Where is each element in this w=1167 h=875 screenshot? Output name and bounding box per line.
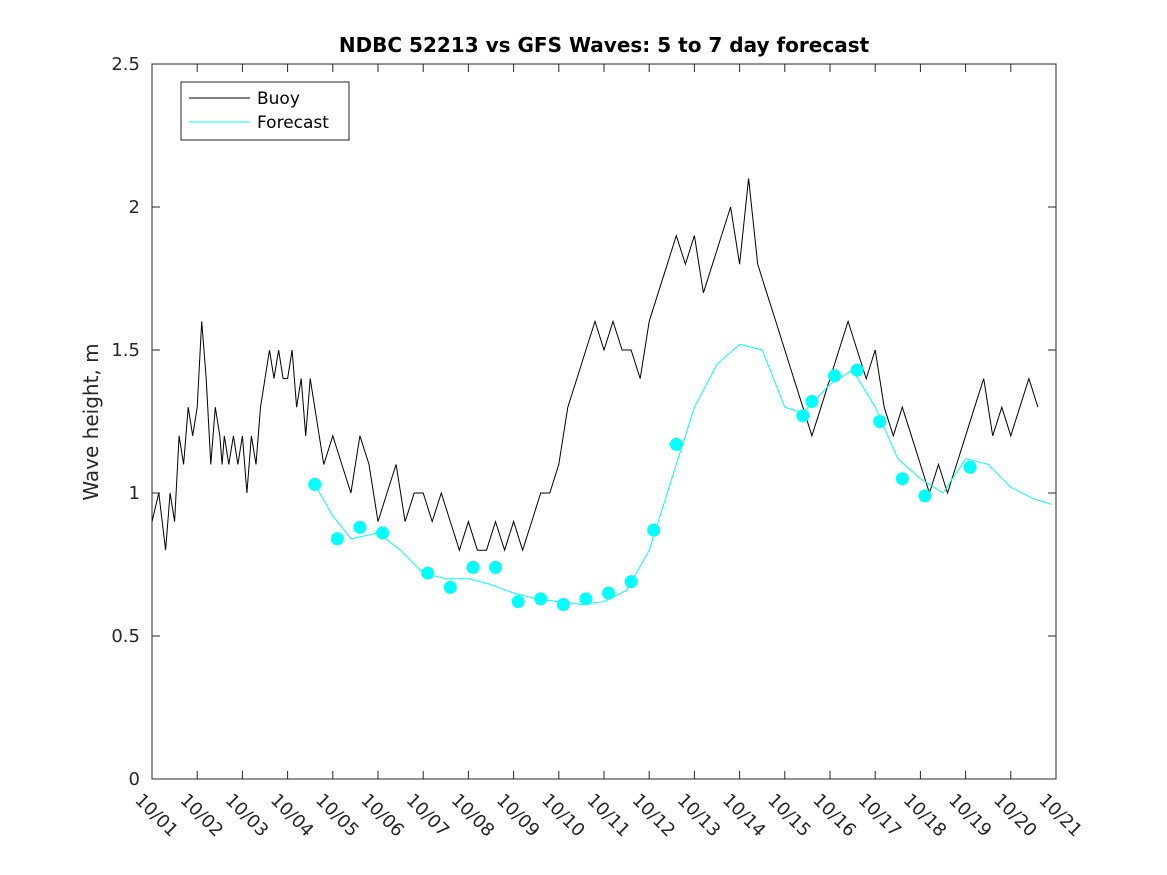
forecast-marker (511, 595, 525, 609)
forecast-marker (534, 592, 548, 606)
plot-area (151, 178, 1052, 612)
forecast-marker (579, 592, 593, 606)
y-tick-label: 2 (129, 197, 140, 218)
x-tick-label: 10/06 (356, 790, 408, 842)
x-tick-label: 10/02 (176, 790, 228, 842)
y-tick-label: 1 (129, 483, 140, 504)
forecast-marker (647, 523, 661, 537)
forecast-marker (330, 532, 344, 546)
forecast-markers (308, 363, 977, 612)
forecast-marker (963, 460, 977, 474)
forecast-marker (895, 472, 909, 486)
x-tick-label: 10/01 (130, 790, 182, 842)
x-tick-label: 10/07 (402, 790, 454, 842)
forecast-marker (828, 369, 842, 383)
y-tick-label: 0.5 (111, 626, 140, 647)
x-tick-label: 10/11 (582, 790, 634, 842)
x-tick-label: 10/17 (854, 790, 906, 842)
x-tick-label: 10/12 (628, 790, 680, 842)
forecast-marker (796, 409, 810, 423)
forecast-marker (805, 394, 819, 408)
x-tick-label: 10/04 (266, 790, 318, 842)
buoy-series-line (151, 178, 1039, 552)
x-tick-label: 10/08 (447, 790, 499, 842)
forecast-marker (466, 560, 480, 574)
forecast-marker (918, 489, 932, 503)
x-tick-label: 10/18 (899, 790, 951, 842)
x-tick-label: 10/09 (492, 790, 544, 842)
forecast-marker (669, 437, 683, 451)
y-axis-ticks: 0 0.5 1 1.5 2 2.5 (111, 54, 1056, 790)
x-tick-label: 10/20 (989, 790, 1041, 842)
forecast-marker (443, 580, 457, 594)
x-tick-label: 10/10 (537, 790, 589, 842)
y-tick-label: 0 (129, 769, 140, 790)
forecast-marker (421, 566, 435, 580)
x-tick-label: 10/03 (221, 790, 273, 842)
forecast-marker (602, 586, 616, 600)
x-tick-label: 10/16 (808, 790, 860, 842)
legend-forecast-label: Forecast (257, 113, 329, 133)
x-tick-label: 10/14 (718, 790, 770, 842)
forecast-marker (556, 598, 570, 612)
x-tick-label: 10/15 (763, 790, 815, 842)
forecast-marker (850, 363, 864, 377)
forecast-series-line (314, 343, 1052, 606)
forecast-marker (489, 560, 503, 574)
y-tick-label: 1.5 (111, 340, 140, 361)
chart-title: NDBC 52213 vs GFS Waves: 5 to 7 day fore… (339, 33, 870, 57)
x-tick-label: 10/19 (944, 790, 996, 842)
y-axis-label: Wave height, m (79, 343, 103, 500)
forecast-marker (308, 477, 322, 491)
legend-box (180, 81, 350, 141)
forecast-marker (624, 575, 638, 589)
x-tick-label: 10/13 (673, 790, 725, 842)
forecast-marker (873, 415, 887, 428)
forecast-marker (376, 526, 390, 540)
forecast-marker (353, 520, 367, 534)
legend-buoy-label: Buoy (257, 89, 300, 109)
x-tick-label: 10/21 (1034, 790, 1086, 842)
x-tick-label: 10/05 (311, 790, 363, 842)
y-tick-label: 2.5 (111, 54, 140, 75)
legend: Buoy Forecast (180, 81, 350, 141)
plot-frame (151, 63, 1057, 780)
